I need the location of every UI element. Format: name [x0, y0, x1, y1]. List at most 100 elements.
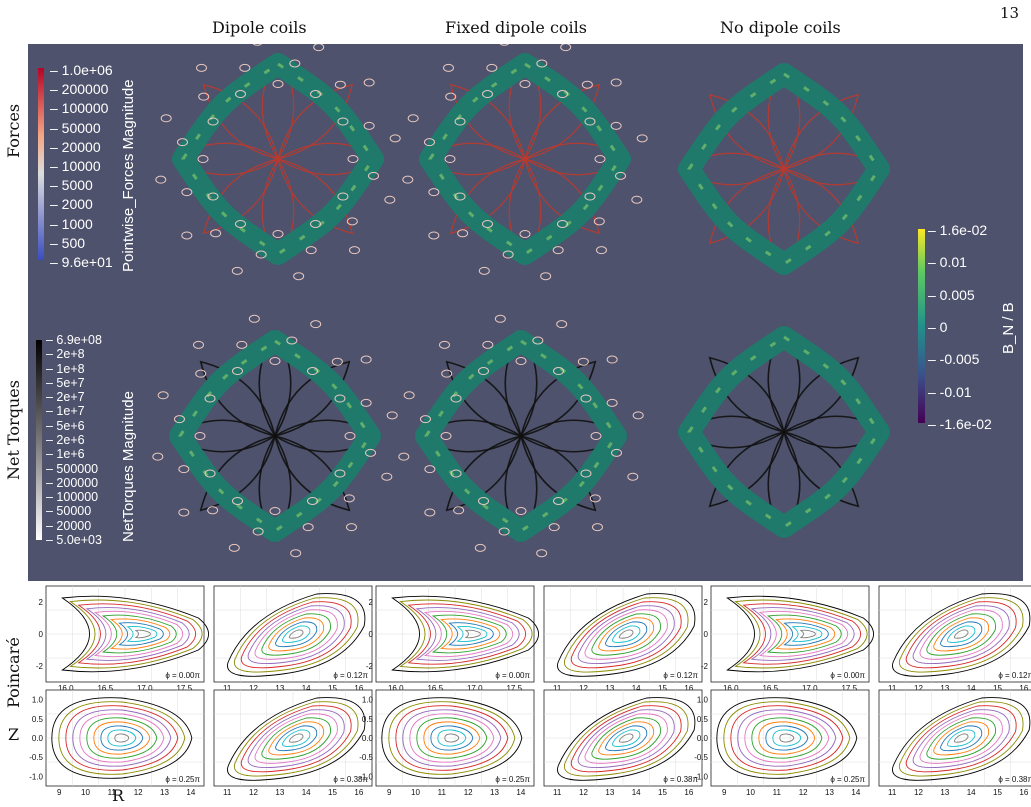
dipole-coil: [553, 496, 564, 505]
dipole-coil: [196, 63, 208, 72]
colorbar-tick-label: – 20000: [46, 518, 92, 533]
dipole-coil: [402, 175, 414, 184]
x-tick-label: 11: [223, 788, 232, 797]
x-tick-label: 11: [888, 788, 897, 797]
flux-surface: [892, 593, 1031, 677]
flux-surface: [93, 721, 151, 755]
dipole-coil: [482, 219, 493, 228]
x-tick-label: 13: [160, 788, 169, 797]
dipole-coil: [581, 80, 593, 89]
x-tick-label: 12: [249, 788, 258, 797]
x-tick-label: 16: [684, 788, 693, 797]
flux-surface: [86, 717, 158, 759]
x-tick-label: 17.0: [802, 684, 818, 693]
colorbar-tick-label: – 5e+6: [46, 418, 85, 433]
dipole-coil: [482, 340, 494, 349]
flux-surface: [416, 717, 488, 759]
dipole-coil: [207, 192, 219, 201]
dipole-coil: [313, 43, 325, 52]
dipole-coil: [478, 496, 489, 505]
colorbar-tick-label: – 10000: [50, 158, 101, 174]
phi-label: ϕ = 0.00π: [165, 671, 200, 680]
dipole-coil: [232, 496, 243, 505]
y-tick-label: -1.0: [359, 772, 373, 781]
dipole-coil: [248, 314, 260, 323]
flux-surface: [254, 609, 338, 660]
colorbar-tick-label: – 500000: [46, 461, 99, 476]
dipole-coil: [272, 80, 284, 88]
dipole-coil: [577, 357, 589, 366]
dipole-coil: [368, 171, 380, 180]
colorbar-tick-label: – 1e+7: [46, 404, 85, 419]
y-tick-label: 0.5: [362, 715, 374, 724]
dipole-coil: [439, 340, 451, 349]
flux-surface: [940, 725, 983, 752]
flux-surface: [946, 625, 976, 643]
dipole-coil: [440, 432, 452, 440]
phi-label: ϕ = 0.38π: [663, 775, 698, 784]
dipole-coil: [486, 63, 498, 72]
y-tick-label: 0.0: [697, 734, 709, 743]
phi-label: ϕ = 0.25π: [165, 775, 200, 784]
dipole-coil: [557, 90, 568, 99]
flux-surface: [233, 597, 359, 673]
colorbar-tick-label: – 1.0e+06: [50, 62, 113, 78]
flux-surface: [783, 622, 829, 646]
dipole-coil: [584, 117, 596, 126]
stellarator-render: [677, 62, 891, 276]
dipole-coil: [515, 507, 527, 515]
x-tick-label: 12: [914, 684, 923, 693]
flux-surface: [61, 595, 210, 673]
x-tick-label: 13: [490, 788, 499, 797]
dipole-coil: [195, 369, 207, 378]
phi-label: ϕ = 0.12π: [663, 671, 698, 680]
colorbar-tick-label: – 0.005: [928, 286, 975, 303]
dipole-coil: [155, 175, 167, 184]
flux-surface: [58, 701, 186, 775]
dipole-coil: [345, 523, 357, 532]
x-tick-label: 16.0: [388, 684, 404, 693]
dipole-coil: [419, 415, 431, 424]
bn-colorbar-ticks: – 1.6e-02 – 0.01 – 0.005 – 0 – -0.005 – -0.01…: [928, 222, 998, 432]
x-tick-label: 16: [354, 788, 363, 797]
y-tick-label: 0: [369, 630, 374, 639]
dipole-coil: [423, 138, 435, 147]
flux-surface: [953, 629, 969, 639]
flux-surface: [919, 713, 1003, 764]
x-tick-label: 14: [302, 788, 311, 797]
y-tick-label: 0.5: [32, 715, 44, 724]
dipole-coil: [502, 250, 514, 259]
dipole-coil: [615, 171, 627, 180]
flux-surface: [723, 701, 851, 775]
flux-surface: [926, 717, 996, 760]
x-tick-label: 17.0: [137, 684, 153, 693]
x-tick-label: 9: [387, 788, 392, 797]
dipole-coil: [181, 188, 193, 197]
flux-surface: [233, 701, 359, 777]
dipole-coil: [450, 394, 462, 403]
poincare-panel: ϕ = 0.00π 16.0 16.5 17.0 17.5 2 0 -2: [701, 585, 875, 693]
dipole-coil: [606, 355, 618, 364]
poincare-panel: ϕ = 0.00π 16.0 16.5 17.0 17.5 2 0 -2: [36, 585, 210, 693]
y-tick-label: -2: [36, 662, 44, 671]
stellarator-render: [152, 314, 398, 558]
x-tick-label: 15: [328, 684, 337, 693]
flux-surface: [399, 599, 533, 669]
x-tick-label: 12: [464, 788, 473, 797]
y-tick-label: -2: [701, 662, 709, 671]
dipole-coil: [181, 231, 193, 240]
colorbar-tick-label: – 9.6e+01: [50, 254, 113, 270]
flux-surface: [85, 607, 190, 661]
y-tick-label: 1.0: [697, 696, 709, 705]
flux-surface: [261, 613, 331, 656]
flux-surface: [775, 618, 836, 650]
flux-surface: [227, 593, 366, 677]
stellarator-render: [155, 37, 401, 281]
plasma-surface: [169, 330, 381, 542]
flux-surface: [72, 709, 172, 767]
phi-label: ϕ = 0.12π: [333, 671, 368, 680]
colorbar-tick-label: – 6.9e+08: [46, 333, 102, 347]
x-tick-label: 16: [1019, 788, 1028, 797]
dipole-coil: [235, 90, 246, 99]
x-tick-label: 11: [888, 684, 897, 693]
